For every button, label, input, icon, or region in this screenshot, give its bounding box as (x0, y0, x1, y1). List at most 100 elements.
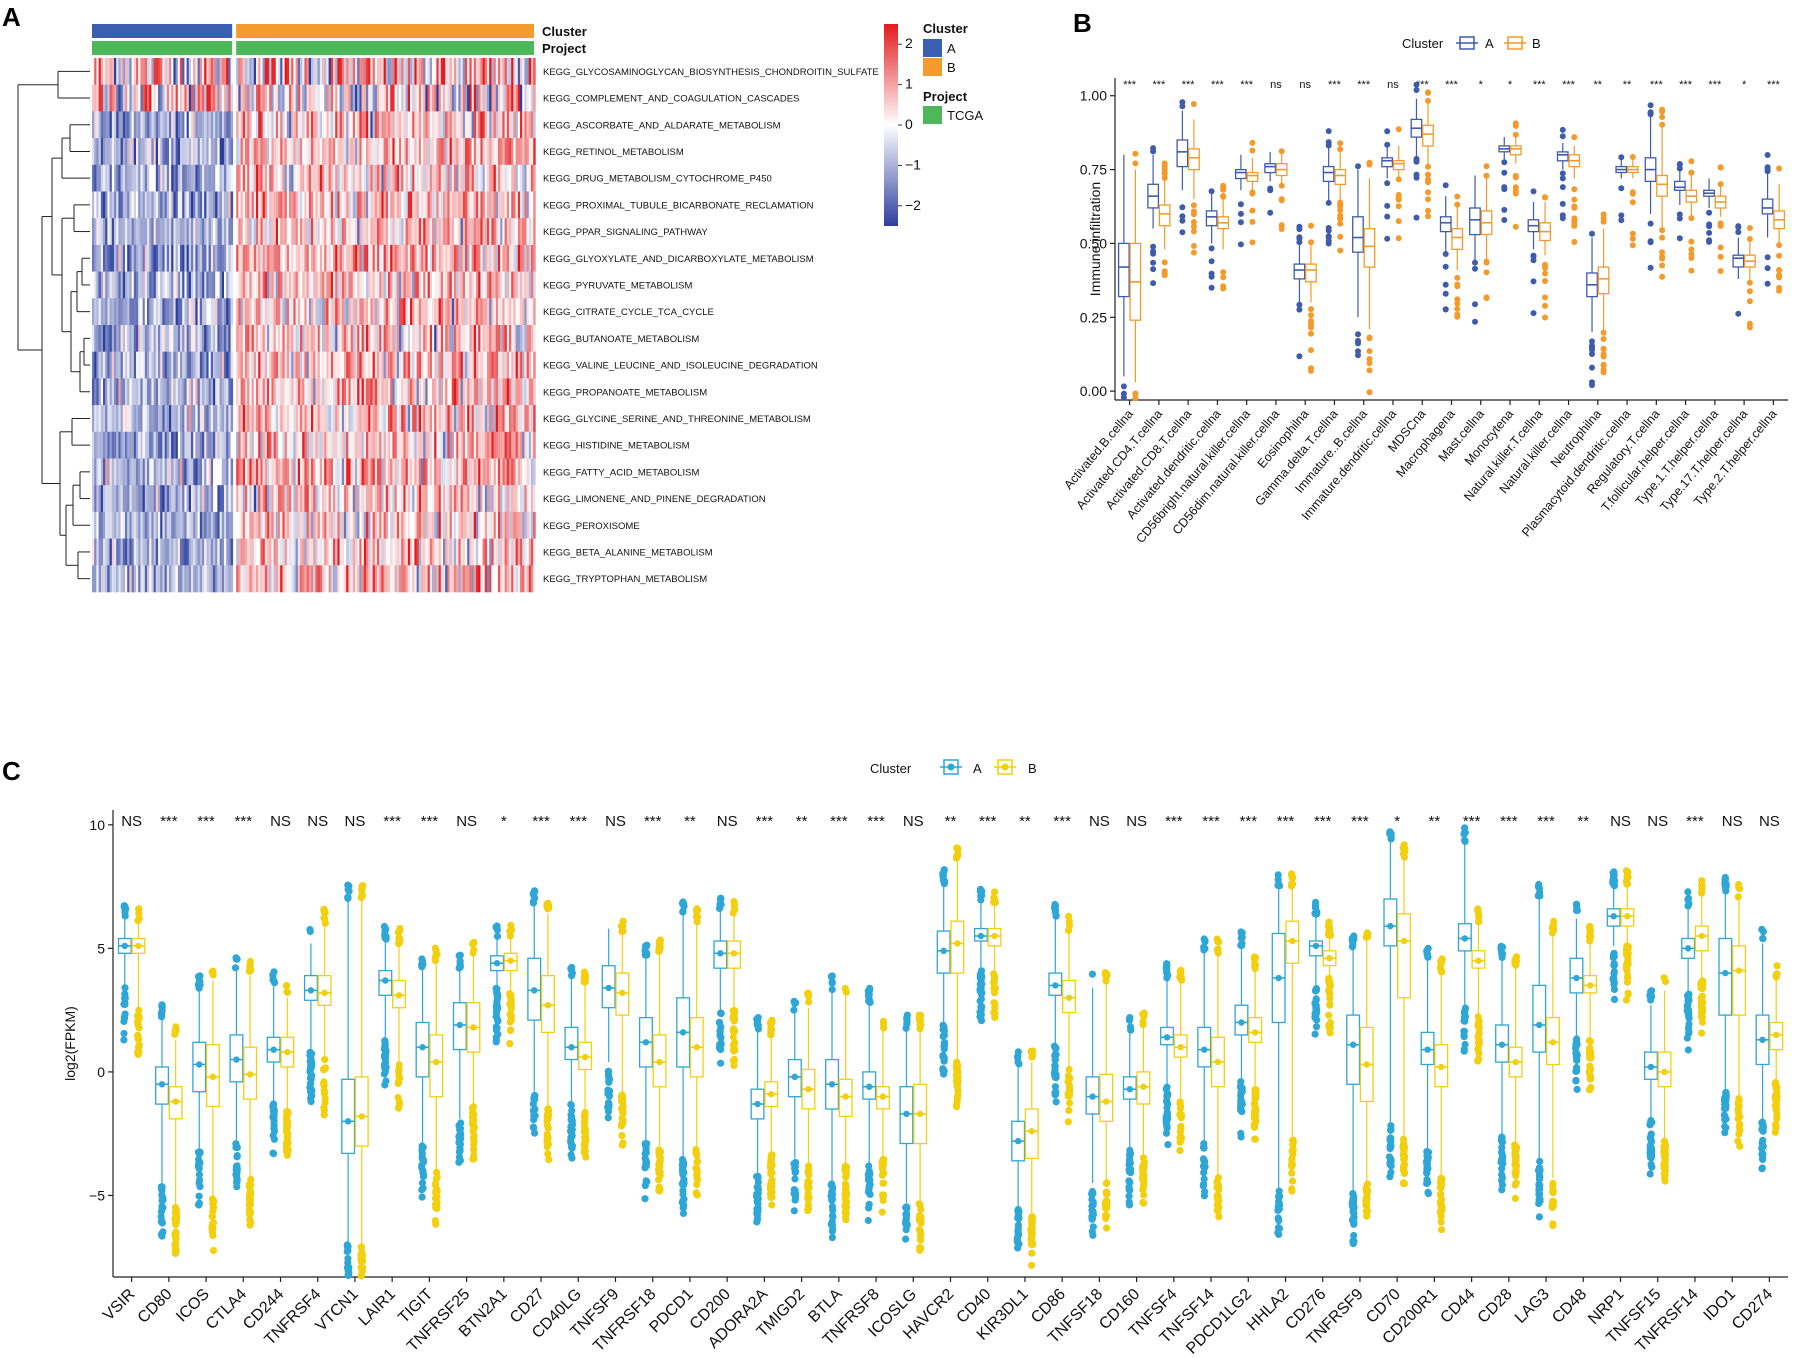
heatmap-cell (280, 298, 283, 326)
heatmap-cell (208, 538, 212, 566)
heatmap-cell (374, 431, 378, 459)
heatmap-cell (531, 58, 534, 85)
heatmap-cell (164, 164, 168, 192)
heatmap-cell (480, 565, 483, 593)
heatmap-cell (182, 298, 185, 326)
y-axis-title: log2(FPKM) (62, 1006, 78, 1081)
heatmap-cell (282, 84, 285, 112)
heatmap-cell (158, 164, 161, 192)
heatmap-cell (416, 218, 420, 246)
colorbar-tick-label: 2 (905, 35, 913, 51)
heatmap-cell (136, 538, 139, 566)
heatmap-cell (319, 271, 323, 299)
heatmap-cell (456, 325, 459, 352)
heatmap-cell (271, 138, 274, 166)
heatmap-cell (335, 565, 338, 593)
heatmap-cell (100, 458, 104, 486)
heatmap-cell (155, 191, 159, 219)
heatmap-cell (118, 378, 121, 406)
heatmap-cell (138, 565, 141, 593)
heatmap-cell (264, 325, 268, 352)
heatmap-cell (449, 511, 453, 539)
heatmap-cell (109, 111, 113, 139)
heatmap-cell (346, 271, 349, 299)
heatmap-cell (337, 298, 340, 326)
heatmap-cell (328, 218, 332, 246)
heatmap-cell (401, 458, 404, 486)
heatmap-cell (204, 378, 207, 406)
heatmap-cell (370, 538, 373, 566)
heatmap-cell (111, 164, 115, 192)
heatmap-cell (240, 431, 244, 459)
heatmap-cell (251, 511, 255, 539)
heatmap-cell (407, 405, 411, 433)
heatmap-cell (445, 111, 448, 139)
heatmap-cell (258, 485, 261, 513)
heatmap-cell (138, 538, 141, 566)
heatmap-cell (230, 378, 234, 406)
heatmap-cell (315, 244, 318, 272)
heatmap-cell (304, 431, 307, 459)
heatmap-cell (341, 271, 345, 299)
heatmap-cell (293, 111, 296, 139)
heatmap-cell (491, 378, 494, 406)
heatmap-cell (111, 58, 115, 85)
heatmap-cell (396, 138, 400, 166)
heatmap-cell (414, 458, 417, 486)
heatmap-cell (120, 431, 124, 459)
heatmap-cell (326, 84, 329, 112)
heatmap-cell (142, 351, 146, 379)
heatmap-cell (302, 405, 305, 433)
outlier-point (196, 972, 204, 980)
outlier-point (196, 981, 204, 989)
heatmap-cell (247, 84, 250, 112)
heatmap-cell (498, 431, 501, 459)
heatmap-cell (335, 218, 338, 246)
heatmap-cell (500, 244, 503, 272)
heatmap-cell (151, 138, 154, 166)
heatmap-cell (458, 458, 461, 486)
heatmap-cell (335, 351, 338, 379)
heatmap-cell (295, 58, 299, 85)
heatmap-cell (396, 218, 400, 246)
heatmap-cell (308, 351, 312, 379)
heatmap-cell (416, 58, 420, 85)
heatmap-cell (506, 405, 510, 433)
heatmap-cell (120, 511, 124, 539)
heatmap-cell (284, 351, 288, 379)
heatmap-cell (215, 378, 218, 406)
heatmap-cell (107, 58, 110, 85)
heatmap-cell (385, 244, 389, 272)
heatmap-cell (116, 485, 119, 513)
heatmap-cell (333, 538, 336, 566)
heatmap-cell (447, 111, 450, 139)
heatmap-cell (366, 84, 369, 112)
heatmap-cell (379, 191, 382, 219)
colorbar (884, 24, 898, 226)
heatmap-cell (94, 84, 97, 112)
heatmap-cell (186, 351, 190, 379)
heatmap-cell (379, 405, 382, 433)
heatmap-cell (251, 565, 255, 593)
heatmap-cell (487, 111, 490, 139)
heatmap-cell (313, 405, 316, 433)
heatmap-cell (100, 191, 104, 219)
heatmap-cell (509, 164, 512, 192)
heatmap-cell (487, 458, 490, 486)
heatmap-cell (98, 378, 102, 406)
outlier-point (1559, 175, 1566, 182)
heatmap-cell (418, 218, 422, 246)
heatmap-cell (171, 191, 174, 219)
heatmap-cell (129, 511, 132, 539)
heatmap-cell (311, 485, 314, 513)
heatmap-cell (381, 111, 384, 139)
heatmap-cell (103, 351, 106, 379)
heatmap-cell (348, 485, 351, 513)
heatmap-cell (482, 458, 486, 486)
heatmap-cell (328, 191, 332, 219)
heatmap-cell (392, 325, 395, 352)
heatmap-cell (186, 271, 190, 299)
heatmap-cell (295, 458, 299, 486)
heatmap-cell (377, 218, 380, 246)
outlier-point (1337, 140, 1344, 147)
